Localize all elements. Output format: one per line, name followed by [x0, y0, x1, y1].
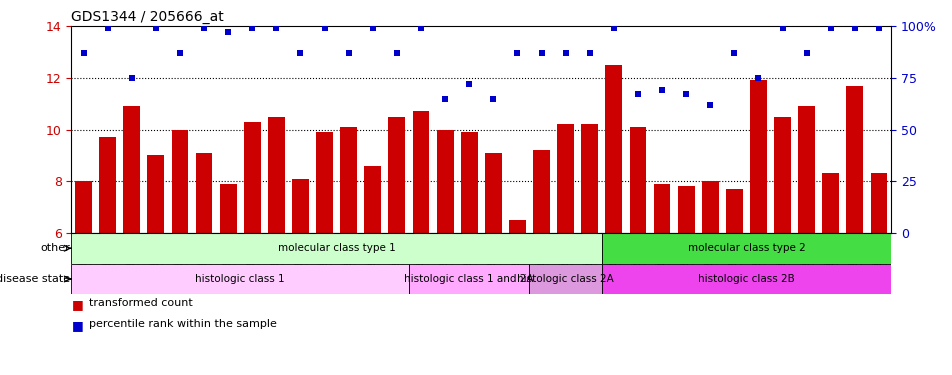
- Point: [702, 102, 717, 108]
- Bar: [412, 111, 429, 233]
- Text: transformed count: transformed count: [89, 298, 192, 308]
- Bar: [195, 153, 212, 233]
- Bar: [869, 174, 886, 233]
- Bar: [436, 130, 453, 233]
- Bar: [316, 132, 332, 233]
- Point: [461, 81, 476, 87]
- Point: [172, 50, 188, 56]
- Bar: [388, 117, 405, 233]
- Point: [629, 92, 645, 98]
- Bar: [244, 122, 261, 233]
- Point: [100, 26, 115, 32]
- Bar: [408, 264, 529, 294]
- Bar: [485, 153, 501, 233]
- Point: [486, 96, 501, 102]
- Bar: [749, 81, 766, 233]
- Bar: [773, 117, 790, 233]
- Point: [341, 50, 356, 56]
- Bar: [75, 181, 91, 233]
- Text: ■: ■: [71, 319, 83, 332]
- Bar: [220, 184, 236, 233]
- Text: GDS1344 / 205666_at: GDS1344 / 205666_at: [71, 10, 224, 24]
- Point: [149, 26, 164, 32]
- Bar: [532, 150, 549, 233]
- Bar: [508, 220, 526, 233]
- Bar: [364, 166, 381, 233]
- Text: histologic class 1: histologic class 1: [195, 274, 285, 284]
- Bar: [629, 127, 645, 233]
- Point: [292, 50, 307, 56]
- Bar: [148, 155, 164, 233]
- Bar: [340, 127, 357, 233]
- Point: [317, 26, 332, 32]
- Point: [870, 26, 885, 32]
- Point: [196, 26, 211, 32]
- Bar: [123, 106, 140, 233]
- Point: [605, 26, 621, 32]
- Bar: [460, 132, 477, 233]
- Bar: [725, 189, 742, 233]
- Bar: [701, 181, 718, 233]
- Bar: [601, 233, 890, 264]
- Point: [774, 26, 789, 32]
- Point: [798, 50, 813, 56]
- Bar: [268, 117, 285, 233]
- Point: [726, 50, 742, 56]
- Text: other: other: [41, 243, 70, 253]
- Text: molecular class type 1: molecular class type 1: [277, 243, 395, 253]
- Bar: [798, 106, 814, 233]
- Point: [823, 26, 838, 32]
- Bar: [71, 233, 601, 264]
- Point: [220, 30, 235, 36]
- Bar: [677, 186, 694, 233]
- Point: [582, 50, 597, 56]
- Point: [76, 50, 91, 56]
- Bar: [171, 130, 188, 233]
- Text: histologic class 2A: histologic class 2A: [517, 274, 613, 284]
- Bar: [291, 178, 308, 233]
- Bar: [557, 124, 573, 233]
- Point: [437, 96, 452, 102]
- Bar: [99, 137, 116, 233]
- Text: percentile rank within the sample: percentile rank within the sample: [89, 319, 276, 329]
- Point: [533, 50, 548, 56]
- Bar: [71, 264, 408, 294]
- Point: [558, 50, 573, 56]
- Point: [268, 26, 284, 32]
- Bar: [529, 264, 601, 294]
- Point: [365, 26, 380, 32]
- Point: [124, 75, 139, 81]
- Bar: [581, 124, 598, 233]
- Bar: [601, 264, 890, 294]
- Point: [509, 50, 525, 56]
- Point: [678, 92, 693, 98]
- Bar: [653, 184, 670, 233]
- Point: [388, 50, 404, 56]
- Text: histologic class 1 and 2A: histologic class 1 and 2A: [404, 274, 533, 284]
- Bar: [822, 174, 839, 233]
- Point: [654, 87, 669, 93]
- Text: disease state: disease state: [0, 274, 70, 284]
- Text: histologic class 2B: histologic class 2B: [697, 274, 794, 284]
- Point: [245, 26, 260, 32]
- Bar: [605, 65, 622, 233]
- Text: ■: ■: [71, 298, 83, 311]
- Point: [750, 75, 765, 81]
- Text: molecular class type 2: molecular class type 2: [686, 243, 804, 253]
- Point: [846, 26, 862, 32]
- Bar: [845, 86, 863, 233]
- Point: [413, 26, 428, 32]
